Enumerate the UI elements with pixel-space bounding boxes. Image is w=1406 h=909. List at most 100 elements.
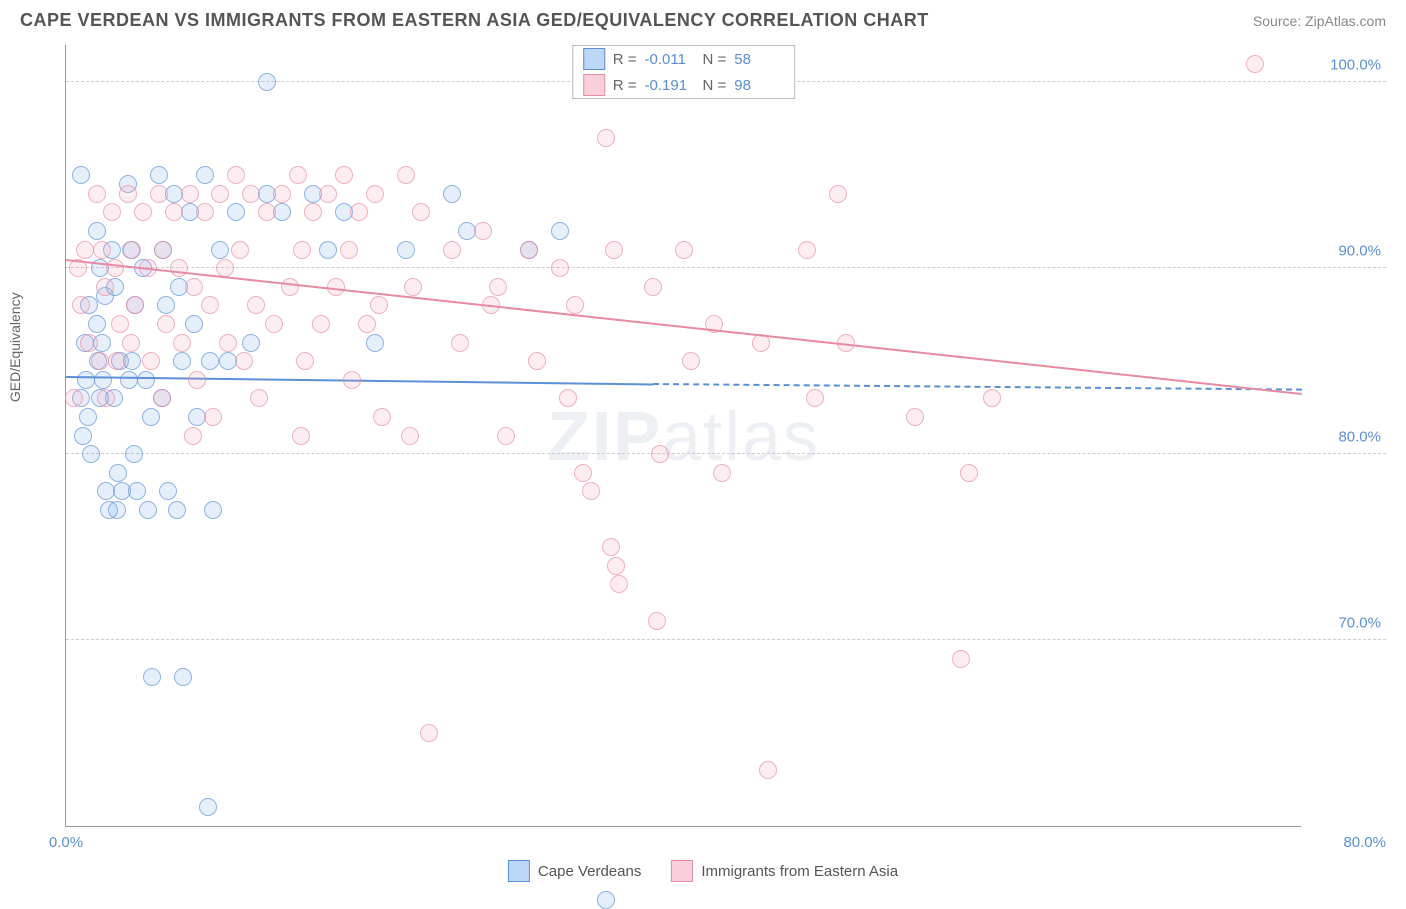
bottom-legend: Cape VerdeansImmigrants from Eastern Asi…: [508, 860, 898, 882]
scatter-point: [185, 315, 203, 333]
scatter-point: [401, 427, 419, 445]
scatter-point: [489, 278, 507, 296]
stat-n-label: N =: [703, 51, 727, 68]
scatter-point: [97, 389, 115, 407]
scatter-point: [597, 129, 615, 147]
scatter-point: [216, 259, 234, 277]
scatter-point: [134, 203, 152, 221]
scatter-point: [273, 203, 291, 221]
stat-r-value: -0.011: [645, 51, 695, 68]
scatter-point: [798, 241, 816, 259]
scatter-point: [420, 724, 438, 742]
scatter-point: [201, 296, 219, 314]
scatter-point: [188, 371, 206, 389]
scatter-point: [582, 482, 600, 500]
stats-legend-row: R = -0.011 N = 58: [573, 46, 795, 72]
legend-label: Immigrants from Eastern Asia: [701, 863, 898, 880]
scatter-point: [82, 445, 100, 463]
scatter-point: [204, 408, 222, 426]
scatter-point: [319, 185, 337, 203]
scatter-point: [88, 185, 106, 203]
scatter-point: [597, 891, 615, 909]
scatter-point: [370, 296, 388, 314]
legend-swatch: [583, 74, 605, 96]
scatter-point: [952, 650, 970, 668]
scatter-point: [143, 668, 161, 686]
scatter-point: [296, 352, 314, 370]
scatter-point: [139, 501, 157, 519]
scatter-point: [983, 389, 1001, 407]
chart-container: GED/Equivalency ZIPatlas R =-0.011N =58R…: [50, 45, 1386, 852]
scatter-point: [119, 185, 137, 203]
scatter-point: [258, 73, 276, 91]
scatter-point: [142, 408, 160, 426]
scatter-point: [91, 352, 109, 370]
scatter-point: [94, 371, 112, 389]
legend-swatch: [583, 48, 605, 70]
chart-title: CAPE VERDEAN VS IMMIGRANTS FROM EASTERN …: [20, 10, 929, 31]
scatter-point: [404, 278, 422, 296]
scatter-point: [451, 334, 469, 352]
scatter-point: [173, 334, 191, 352]
scatter-point: [154, 241, 172, 259]
scatter-point: [123, 241, 141, 259]
scatter-point: [108, 501, 126, 519]
scatter-point: [173, 352, 191, 370]
scatter-point: [111, 315, 129, 333]
scatter-point: [181, 185, 199, 203]
scatter-point: [93, 241, 111, 259]
scatter-point: [174, 668, 192, 686]
scatter-point: [281, 278, 299, 296]
scatter-point: [651, 445, 669, 463]
scatter-point: [610, 575, 628, 593]
scatter-point: [443, 241, 461, 259]
gridline: [66, 639, 1386, 640]
scatter-point: [443, 185, 461, 203]
plot-area: ZIPatlas R =-0.011N =58R =-0.191N =98 70…: [65, 45, 1301, 827]
scatter-point: [474, 222, 492, 240]
scatter-point: [343, 371, 361, 389]
scatter-point: [265, 315, 283, 333]
scatter-point: [128, 482, 146, 500]
scatter-point: [170, 259, 188, 277]
scatter-point: [157, 315, 175, 333]
scatter-point: [168, 501, 186, 519]
legend-swatch: [508, 860, 530, 882]
scatter-point: [150, 166, 168, 184]
stat-r-value: -0.191: [645, 77, 695, 94]
y-tick-label: 80.0%: [1338, 429, 1381, 446]
scatter-point: [806, 389, 824, 407]
scatter-point: [219, 334, 237, 352]
stat-n-value: 98: [734, 77, 784, 94]
scatter-point: [289, 166, 307, 184]
scatter-point: [960, 464, 978, 482]
scatter-point: [335, 166, 353, 184]
scatter-point: [159, 482, 177, 500]
stat-n-value: 58: [734, 51, 784, 68]
scatter-point: [201, 352, 219, 370]
y-tick-label: 90.0%: [1338, 243, 1381, 260]
scatter-point: [551, 222, 569, 240]
scatter-point: [65, 389, 83, 407]
legend-swatch: [671, 860, 693, 882]
scatter-point: [713, 464, 731, 482]
scatter-point: [293, 241, 311, 259]
watermark: ZIPatlas: [547, 396, 820, 476]
scatter-point: [497, 427, 515, 445]
scatter-point: [108, 352, 126, 370]
scatter-point: [235, 352, 253, 370]
scatter-point: [211, 185, 229, 203]
scatter-point: [675, 241, 693, 259]
scatter-point: [906, 408, 924, 426]
scatter-point: [520, 241, 538, 259]
scatter-point: [120, 371, 138, 389]
scatter-point: [292, 427, 310, 445]
scatter-point: [605, 241, 623, 259]
scatter-point: [88, 315, 106, 333]
scatter-point: [137, 371, 155, 389]
stat-r-label: R =: [613, 51, 637, 68]
scatter-point: [150, 185, 168, 203]
gridline: [66, 267, 1386, 268]
scatter-point: [250, 389, 268, 407]
x-tick-label: 80.0%: [1343, 834, 1386, 851]
